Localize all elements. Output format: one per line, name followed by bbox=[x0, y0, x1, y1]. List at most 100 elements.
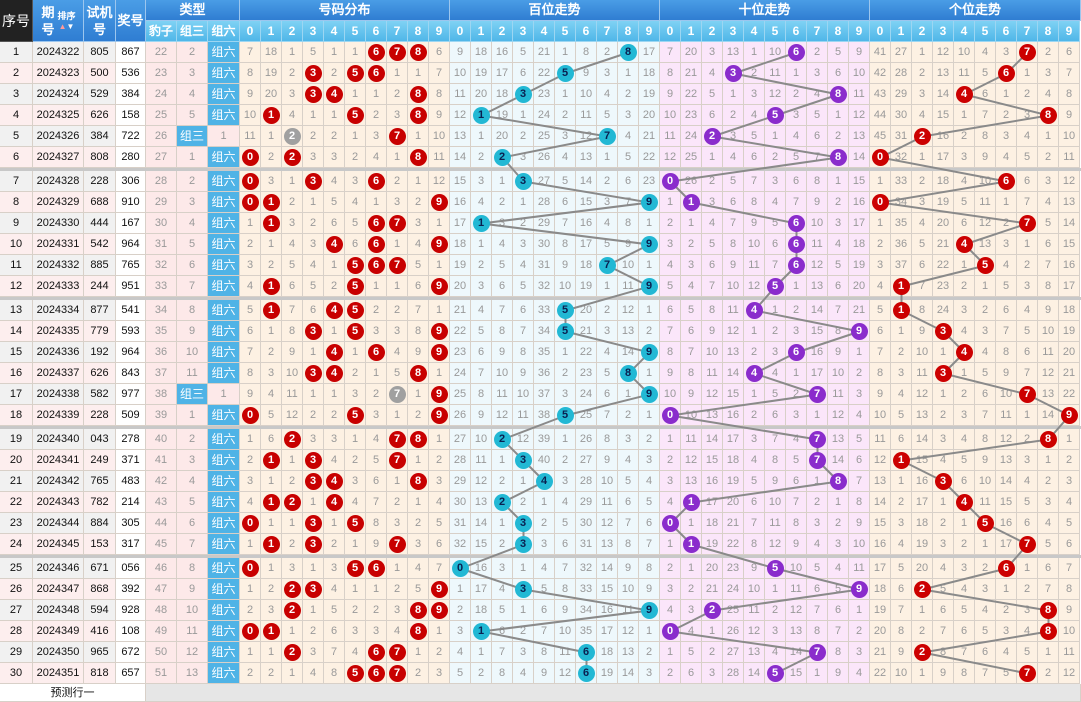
units-cell-9: 15 bbox=[1059, 234, 1080, 255]
tens-cell-6: 9 bbox=[786, 534, 807, 555]
hundreds-cell-8: 7 bbox=[618, 192, 639, 213]
units-ball: 5 bbox=[976, 256, 994, 274]
units-cell-4: 7 bbox=[954, 642, 975, 663]
tens-cell-6: 6 bbox=[786, 471, 807, 492]
tens-cell-1: 10 bbox=[681, 405, 702, 426]
units-cell-6: 3 bbox=[996, 234, 1017, 255]
header-hundreds-digit-0: 0 bbox=[450, 21, 471, 42]
units-cell-9: 1 bbox=[1059, 429, 1080, 450]
header-units-digit-4: 4 bbox=[954, 21, 975, 42]
tens-cell-5: 5 bbox=[765, 663, 786, 684]
units-cell-2: 2 bbox=[912, 579, 933, 600]
row-seq: 10 bbox=[0, 234, 33, 255]
hundreds-cell-4: 3 bbox=[534, 534, 555, 555]
predict-row-label[interactable]: 预测行一 bbox=[0, 684, 146, 702]
tens-cell-6: 4 bbox=[786, 429, 807, 450]
hundreds-cell-8: 14 bbox=[618, 663, 639, 684]
row-trial: 884 bbox=[84, 513, 116, 534]
units-cell-6: 1 bbox=[996, 579, 1017, 600]
units-cell-5: 4 bbox=[975, 600, 996, 621]
distribution-cell-8: 1 bbox=[408, 171, 429, 192]
row-type-leopard: 39 bbox=[146, 405, 177, 426]
hundreds-ball: 6 bbox=[577, 664, 595, 682]
tens-cell-6: 11 bbox=[786, 579, 807, 600]
hundreds-cell-3: 11 bbox=[513, 405, 534, 426]
units-cell-2: 12 bbox=[912, 384, 933, 405]
hundreds-cell-6: 29 bbox=[576, 492, 597, 513]
units-cell-5: 2 bbox=[975, 558, 996, 579]
units-cell-5: 10 bbox=[975, 471, 996, 492]
units-cell-0: 44 bbox=[870, 105, 891, 126]
distribution-cell-7: 1 bbox=[387, 558, 408, 579]
units-cell-1: 3 bbox=[891, 513, 912, 534]
units-cell-1: 1 bbox=[891, 276, 912, 297]
distribution-cell-6: 4 bbox=[366, 429, 387, 450]
hundreds-cell-8: 8 bbox=[618, 363, 639, 384]
sort-arrows-icon[interactable]: ▲▼ bbox=[58, 21, 75, 31]
hundreds-cell-7: 16 bbox=[597, 600, 618, 621]
row-type-leopard: 50 bbox=[146, 642, 177, 663]
header-hundreds: 百位走势 bbox=[450, 0, 660, 21]
row-trial: 688 bbox=[84, 192, 116, 213]
units-cell-1: 29 bbox=[891, 84, 912, 105]
distribution-cell-4: 4 bbox=[324, 492, 345, 513]
distribution-cell-2: 2 bbox=[282, 63, 303, 84]
row-seq: 23 bbox=[0, 513, 33, 534]
row-prize: 317 bbox=[116, 534, 146, 555]
units-cell-0: 2 bbox=[870, 234, 891, 255]
distribution-cell-1: 3 bbox=[261, 363, 282, 384]
tens-ball: 6 bbox=[787, 235, 805, 253]
units-cell-0: 1 bbox=[870, 171, 891, 192]
units-cell-6: 12 bbox=[996, 429, 1017, 450]
row-type-group6: 组六 bbox=[208, 255, 240, 276]
hundreds-ball: 5 bbox=[556, 406, 574, 424]
units-cell-0: 18 bbox=[870, 579, 891, 600]
distribution-cell-6: 2 bbox=[366, 105, 387, 126]
distribution-cell-4: 3 bbox=[324, 558, 345, 579]
units-ball: 4 bbox=[955, 85, 973, 103]
units-cell-9: 14 bbox=[1059, 213, 1080, 234]
distribution-cell-6: 6 bbox=[366, 663, 387, 684]
distribution-ball: 9 bbox=[430, 277, 448, 295]
distribution-cell-9: 10 bbox=[429, 126, 450, 147]
hundreds-cell-5: 5 bbox=[555, 321, 576, 342]
distribution-cell-3: 4 bbox=[303, 255, 324, 276]
tens-cell-3: 27 bbox=[723, 642, 744, 663]
units-cell-9: 5 bbox=[1059, 513, 1080, 534]
header-tens-digit-3: 3 bbox=[723, 21, 744, 42]
row-seq: 8 bbox=[0, 192, 33, 213]
tens-cell-9: 3 bbox=[849, 384, 870, 405]
distribution-cell-3: 1 bbox=[303, 600, 324, 621]
tens-cell-9: 20 bbox=[849, 276, 870, 297]
units-cell-3: 2 bbox=[933, 405, 954, 426]
units-ball: 0 bbox=[871, 148, 889, 166]
row-trial: 671 bbox=[84, 558, 116, 579]
distribution-cell-8: 8 bbox=[408, 84, 429, 105]
distribution-cell-4: 3 bbox=[324, 147, 345, 168]
distribution-cell-5: 4 bbox=[345, 492, 366, 513]
tens-cell-1: 7 bbox=[681, 342, 702, 363]
distribution-cell-8: 5 bbox=[408, 579, 429, 600]
sort-label[interactable]: 排序 bbox=[57, 10, 76, 21]
distribution-cell-9: 7 bbox=[429, 63, 450, 84]
tens-ball: 0 bbox=[661, 406, 679, 424]
predict-row-cells[interactable] bbox=[146, 684, 1081, 702]
header-period-sort[interactable]: 期号 排序 ▲▼ bbox=[33, 0, 84, 42]
distribution-cell-6: 1 bbox=[366, 192, 387, 213]
hundreds-cell-1: 1 bbox=[471, 213, 492, 234]
row-period: 2024327 bbox=[33, 147, 84, 168]
row-type-leopard: 34 bbox=[146, 300, 177, 321]
row-type-group6: 组六 bbox=[208, 513, 240, 534]
tens-cell-3: 4 bbox=[723, 147, 744, 168]
distribution-cell-8: 8 bbox=[408, 621, 429, 642]
distribution-cell-0: 8 bbox=[240, 363, 261, 384]
units-cell-0: 0 bbox=[870, 192, 891, 213]
distribution-ball: 3 bbox=[304, 472, 322, 490]
hundreds-cell-2: 5 bbox=[492, 255, 513, 276]
tens-cell-2: 5 bbox=[702, 84, 723, 105]
distribution-cell-7: 7 bbox=[387, 384, 408, 405]
distribution-cell-6: 3 bbox=[366, 621, 387, 642]
distribution-cell-4: 4 bbox=[324, 234, 345, 255]
sort-icon[interactable]: 排序 ▲▼ bbox=[57, 10, 75, 32]
row-type-group6: 组六 bbox=[208, 621, 240, 642]
